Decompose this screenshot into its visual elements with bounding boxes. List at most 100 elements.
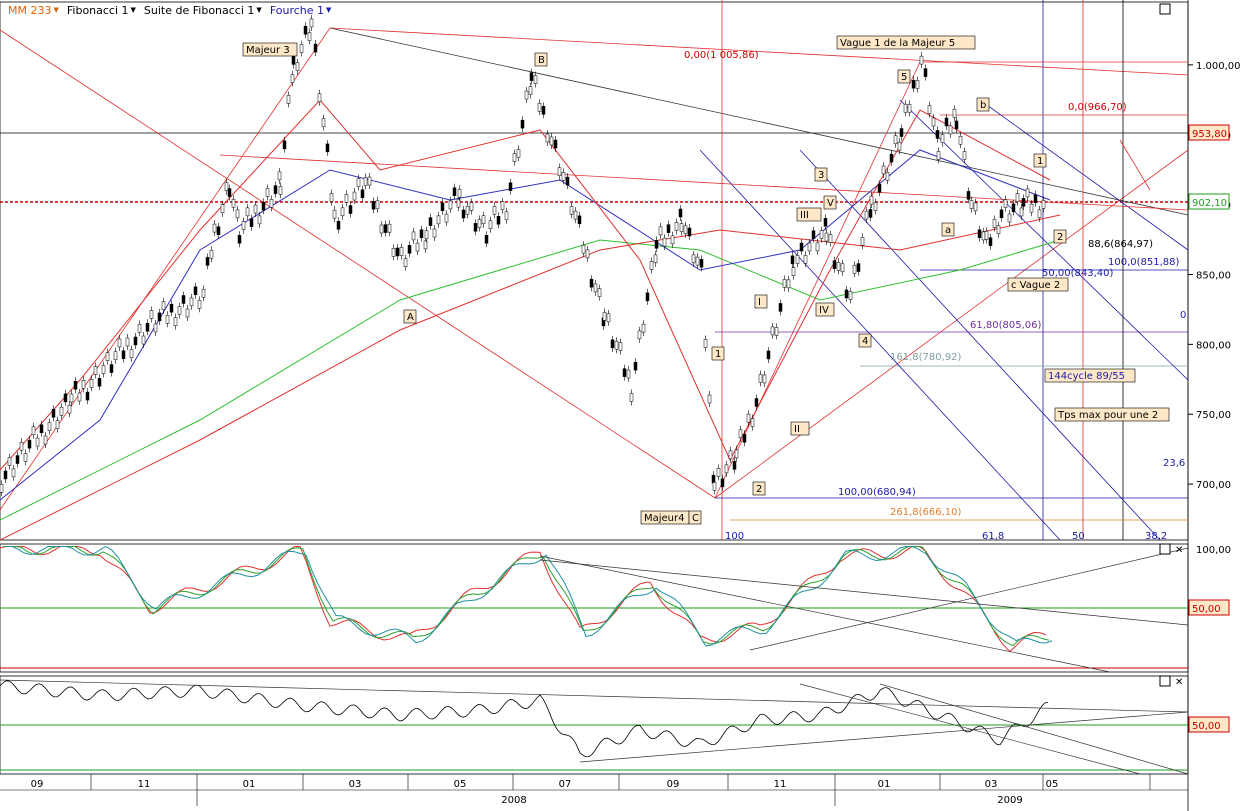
osc-tag-box bbox=[1188, 599, 1230, 616]
mm233-menu[interactable]: MM 233 ▼ bbox=[8, 4, 59, 17]
wave-label-4-box bbox=[976, 97, 990, 112]
candle-body bbox=[528, 86, 533, 95]
candle-body bbox=[561, 172, 566, 181]
fib-suite-menu[interactable]: Suite de Fibonacci 1 ▼ bbox=[144, 4, 262, 17]
candle-body bbox=[47, 422, 52, 431]
wave-label-7: V bbox=[827, 198, 834, 209]
x-month-label: 01 bbox=[243, 779, 256, 790]
x-month-label: 05 bbox=[454, 779, 467, 790]
candle-body bbox=[573, 210, 578, 220]
candle-body bbox=[999, 209, 1004, 219]
candle-body bbox=[807, 242, 812, 252]
candle-body bbox=[55, 420, 60, 429]
oscillator-line-1 bbox=[3, 546, 1050, 647]
candle-body bbox=[344, 194, 349, 203]
candle-body bbox=[496, 216, 501, 225]
fibonacci-label: Fibonacci 1 bbox=[66, 3, 129, 17]
candle-body bbox=[11, 468, 16, 478]
wave-label-14-box bbox=[815, 302, 835, 317]
candle-body bbox=[387, 223, 392, 233]
candle-body bbox=[606, 313, 611, 323]
candle-body bbox=[321, 118, 326, 128]
fib-label-5: 61,80(805,06) bbox=[970, 320, 1042, 331]
candle-body bbox=[940, 134, 945, 143]
candle-body bbox=[856, 263, 861, 272]
candle-body bbox=[81, 380, 86, 389]
wave-label-5-box bbox=[1033, 153, 1047, 168]
candle-body bbox=[245, 207, 250, 217]
candle-body bbox=[614, 340, 619, 350]
candle-body bbox=[966, 191, 971, 200]
candle-body bbox=[597, 288, 602, 297]
candle-body bbox=[391, 248, 396, 257]
candle-body bbox=[786, 279, 791, 289]
candle-body bbox=[674, 222, 679, 231]
trend-line bbox=[714, 149, 1189, 499]
candle-body bbox=[336, 221, 341, 230]
candle-body bbox=[649, 261, 654, 270]
candle-body bbox=[610, 339, 615, 349]
candle-body bbox=[436, 215, 441, 225]
candle-body bbox=[448, 200, 453, 210]
lower-tag-label: 50,00 bbox=[1192, 721, 1221, 732]
candle-body bbox=[678, 208, 683, 218]
candle-body bbox=[348, 205, 353, 214]
candle-body bbox=[216, 226, 221, 235]
wave-label-3-box bbox=[897, 69, 911, 84]
candle-body bbox=[1033, 194, 1038, 203]
fibonacci-menu[interactable]: Fibonacci 1 ▼ bbox=[67, 4, 136, 17]
candle-body bbox=[728, 450, 733, 460]
candle-body bbox=[7, 457, 12, 466]
fib-label-7: 144cycle 89/55 bbox=[1048, 371, 1125, 382]
candle-body bbox=[85, 391, 90, 401]
candle-body bbox=[683, 225, 688, 235]
candle-body bbox=[403, 258, 408, 268]
wave-label-12: A bbox=[407, 312, 414, 323]
candle-body bbox=[411, 231, 416, 241]
candle-body bbox=[553, 139, 558, 149]
candle-body bbox=[790, 255, 795, 265]
candle-body bbox=[1003, 199, 1008, 208]
x-month-label: 01 bbox=[878, 779, 891, 790]
candle-body bbox=[177, 306, 182, 315]
fourche-menu[interactable]: Fourche 1 ▼ bbox=[270, 4, 332, 17]
trend-line bbox=[329, 27, 1189, 76]
candle-body bbox=[618, 342, 623, 351]
panel-maximize-icon bbox=[1159, 675, 1171, 687]
x-year-label: 2008 bbox=[501, 795, 526, 806]
candle-body bbox=[149, 310, 154, 319]
candle-body bbox=[257, 215, 262, 225]
candle-body bbox=[750, 418, 755, 427]
candle-body bbox=[340, 207, 345, 217]
candle-body bbox=[944, 117, 949, 127]
candle-body bbox=[375, 200, 380, 210]
candle-body bbox=[500, 201, 505, 210]
candle-body bbox=[919, 55, 924, 65]
candle-body bbox=[133, 336, 138, 346]
candle-body bbox=[424, 230, 429, 240]
candle-body bbox=[249, 218, 254, 227]
candle-body bbox=[432, 228, 437, 238]
candle-body bbox=[1007, 213, 1012, 223]
candle-body bbox=[724, 464, 729, 474]
trend-line bbox=[899, 99, 1189, 381]
candle-body bbox=[931, 117, 936, 127]
candle-body bbox=[117, 338, 122, 348]
candle-body bbox=[125, 337, 130, 347]
candle-body bbox=[169, 303, 174, 313]
candle-body bbox=[504, 211, 509, 221]
wave-label-11-box bbox=[1007, 277, 1069, 292]
candle-body bbox=[73, 380, 78, 390]
candle-body bbox=[77, 392, 82, 402]
candle-body bbox=[738, 429, 743, 439]
candle-body bbox=[541, 106, 546, 115]
candle-body bbox=[537, 103, 542, 112]
price-tag-box bbox=[1188, 193, 1230, 210]
fib-label-0: 0,00(1 005,86) bbox=[684, 50, 759, 61]
candle-body bbox=[220, 204, 225, 213]
candle-body bbox=[977, 229, 982, 238]
wave-label-12-box bbox=[403, 309, 417, 324]
candle-body bbox=[1019, 207, 1024, 217]
trend-line bbox=[979, 99, 1189, 251]
